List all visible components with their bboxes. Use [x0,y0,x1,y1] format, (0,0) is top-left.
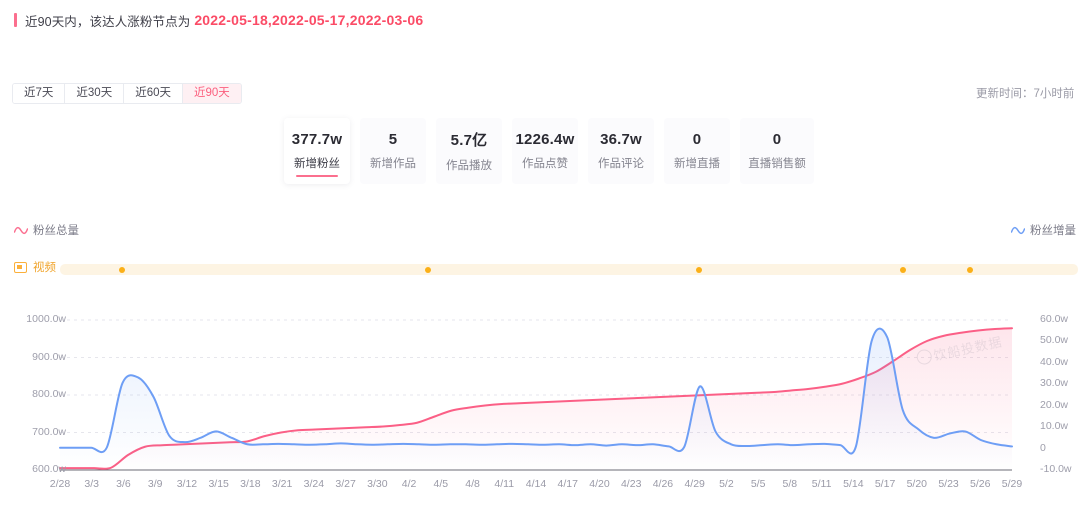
x-axis-tick: 3/9 [147,478,163,490]
chart-canvas [59,319,1013,471]
tab-last-7-days[interactable]: 近7天 [13,84,66,103]
stat-label: 新增作品 [370,158,416,170]
x-axis-tick: 4/20 [589,478,610,490]
stat-value: 0 [772,131,782,148]
x-axis-tick: 3/12 [176,478,198,490]
legend-label: 粉丝增量 [1030,225,1076,237]
legend-fan-growth: 粉丝增量 [1011,222,1076,238]
stat-card-work-comments[interactable]: 36.7w 作品评论 [588,118,654,184]
video-track-label-group: 视频 [14,259,56,275]
y-axis-left-tick: 700.0w [32,425,66,438]
y-axis-right-tick: 30.0w [1040,377,1069,390]
x-axis-tick: 4/5 [433,478,449,490]
y-axis-right-tick: 0 [1040,441,1046,454]
x-axis-tick: 5/23 [938,478,959,490]
stat-value: 377.7w [291,131,343,148]
x-axis-tick: 5/20 [906,478,928,490]
wave-icon [14,226,28,234]
stat-label: 作品播放 [446,160,492,172]
x-axis-tick: 4/11 [494,478,515,490]
video-marker-dot[interactable] [425,266,431,273]
x-axis-tick: 3/6 [116,478,131,490]
x-axis-tick: 4/29 [684,478,705,490]
update-time-label: 更新时间：7小时前 [976,88,1075,100]
video-track-label: 视频 [33,262,56,274]
x-axis-tick: 5/14 [843,478,864,490]
series-area [60,328,1012,470]
notice-text: 近90天内，该达人涨粉节点为 [25,14,191,29]
x-axis-tick: 5/2 [719,478,734,490]
legend-total-fans: 粉丝总量 [14,222,79,238]
stat-value: 1226.4w [515,131,575,148]
y-axis-left-tick: 800.0w [32,388,66,400]
fan-trend-chart: 饮船投数据 600.0w 700.0w 800.0w 900.0w 1000.0w -10… [0,300,1080,500]
notice-banner: 近90天内，该达人涨粉节点为 2022-05-18,2022-05-17,202… [14,11,423,29]
stat-card-new-works[interactable]: 5 新增作品 [360,118,426,184]
stat-value: 5.7亿 [450,132,488,149]
y-axis-right-tick: 50.0w [1040,334,1069,347]
video-icon [14,261,27,273]
stat-value: 0 [692,131,702,148]
active-indicator [296,174,338,177]
x-axis-tick: 3/30 [367,478,388,490]
tab-last-60-days[interactable]: 近60天 [124,84,183,103]
x-axis-tick: 4/8 [465,478,480,490]
x-axis-tick: 3/24 [303,478,325,490]
stat-label: 新增粉丝 [294,158,340,170]
y-axis-right-tick: 40.0w [1040,355,1069,368]
stat-card-work-plays[interactable]: 5.7亿 作品播放 [436,118,502,184]
video-marker-track[interactable] [60,264,1078,275]
series-line [59,327,1013,455]
x-axis-tick: 5/26 [970,478,991,490]
x-axis-tick: 4/17 [557,478,578,490]
stat-card-new-lives[interactable]: 0 新增直播 [664,118,730,184]
video-marker-dot[interactable] [696,266,702,273]
x-axis-tick: 4/14 [525,478,547,490]
y-axis-right-tick: 20.0w [1040,398,1069,411]
stat-label: 作品评论 [598,158,644,170]
stat-card-live-sales[interactable]: 0 直播销售额 [740,118,814,184]
x-axis-tick: 3/27 [335,478,356,490]
y-axis-right-tick: 60.0w [1040,313,1069,325]
wave-icon [1011,226,1025,234]
stat-card-new-fans[interactable]: 377.7w 新增粉丝 [284,118,350,184]
x-axis-tick: 3/21 [271,478,293,490]
stat-value: 36.7w [600,131,642,148]
x-axis-tick: 5/8 [782,478,798,490]
x-axis-tick: 4/2 [401,478,417,490]
x-axis-tick: 4/26 [652,478,674,490]
stat-label: 新增直播 [674,158,720,170]
y-axis-left-tick: 900.0w [32,350,66,363]
x-axis-tick: 5/5 [750,478,766,490]
notice-dates: 2022-05-18,2022-05-17,2022-03-06 [194,12,424,28]
x-axis-tick: 3/15 [208,478,229,490]
x-axis-tick: 3/3 [84,478,100,490]
y-axis-left-tick: 1000.0w [26,313,66,325]
video-marker-dot[interactable] [967,266,973,273]
date-range-tabs[interactable]: 近7天 近30天 近60天 近90天 [12,83,242,104]
stat-label: 直播销售额 [748,158,806,170]
stat-cards: 377.7w 新增粉丝 5 新增作品 5.7亿 作品播放 1226.4w 作品点… [284,118,814,184]
x-axis-tick: 4/23 [620,478,642,490]
stat-label: 作品点赞 [522,158,568,170]
notice-accent-bar [14,13,17,27]
video-marker-dot[interactable] [900,266,906,273]
x-axis-tick: 5/17 [874,478,896,490]
y-axis-right-tick: -10.0w [1040,463,1072,475]
video-marker-dot[interactable] [119,266,125,273]
x-axis-tick: 2/28 [49,478,71,490]
y-axis-left-tick: 600.0w [32,463,66,475]
stat-value: 5 [388,131,398,148]
tab-last-90-days[interactable]: 近90天 [183,84,241,103]
x-axis-tick: 3/18 [240,478,261,490]
stat-card-work-likes[interactable]: 1226.4w 作品点赞 [512,118,578,184]
y-axis-right-tick: 10.0w [1040,420,1069,433]
tab-last-30-days[interactable]: 近30天 [65,84,125,103]
x-axis-tick: 5/29 [1001,478,1023,490]
legend-label: 粉丝总量 [33,225,79,237]
series-area [60,328,1012,470]
x-axis-tick: 5/11 [811,478,832,490]
